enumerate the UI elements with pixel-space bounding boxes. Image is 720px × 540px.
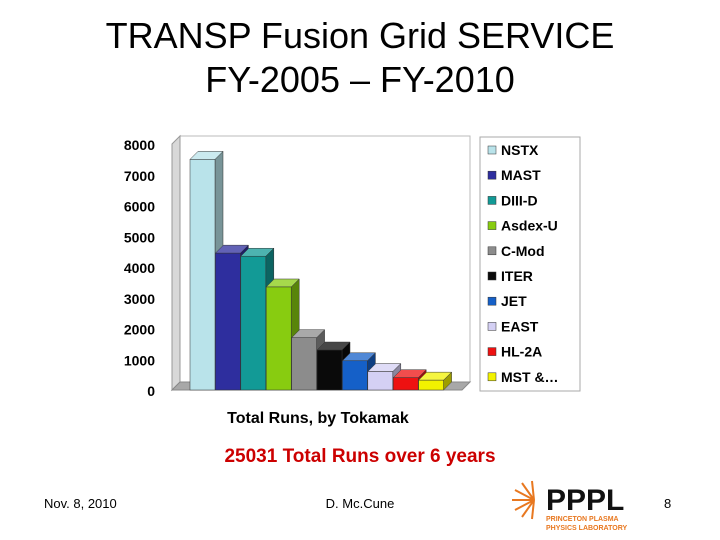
y-tick-label: 1000 [124,352,155,368]
legend-label: JET [501,293,527,309]
y-tick-label: 5000 [124,229,155,245]
footer-date: Nov. 8, 2010 [44,496,117,511]
bar-front [265,286,292,391]
legend-swatch [487,196,497,205]
bar-front [367,371,394,391]
bar [290,329,326,391]
legend-label: MAST [501,167,541,183]
bar-front [240,255,267,391]
legend-label: NSTX [501,142,539,158]
legend-swatch [487,170,497,180]
legend-item: MST &… [487,369,559,385]
legend-item: DIII-D [487,192,538,208]
legend-label: ITER [501,268,533,284]
y-tick-label: 3000 [124,291,155,307]
bar-front [316,349,343,391]
legend-label: HL-2A [501,344,542,360]
legend-swatch [487,246,497,256]
bar-front [291,337,317,391]
bar-front [342,360,368,391]
title-line-1: TRANSP Fusion Grid SERVICE [105,15,615,56]
legend-swatch [487,347,497,356]
legend-item: C-Mod [487,243,545,259]
slide-title: TRANSP Fusion Grid SERVICE FY-2005 – FY-… [0,14,720,102]
y-tick-label: 6000 [124,199,155,215]
legend-swatch [487,271,497,281]
legend-item: JET [487,293,527,309]
bars [189,150,453,391]
legend-label: Asdex-U [501,218,558,234]
logo-burst-icon [512,480,535,520]
legend-item: ITER [487,268,533,284]
x-axis-label: Total Runs, by Tokamak [227,410,409,427]
bar-front [418,379,444,391]
legend-label: MST &… [501,369,559,385]
legend-swatch [487,221,497,230]
legend-label: DIII-D [501,192,538,208]
legend: NSTX MAST DIII-D Asdex-U C-Mod ITER JET EAST HL-… [479,136,581,392]
legend-label: EAST [501,318,539,334]
y-tick-label: 7000 [124,168,155,184]
legend-item: NSTX [487,142,539,158]
bar [417,371,453,391]
legend-item: HL-2A [487,344,542,360]
plot-side-wall [171,134,181,392]
legend-item: EAST [487,318,539,334]
y-axis: 0 1000 2000 3000 4000 5000 6000 7000 8000 [124,137,155,399]
legend-label: C-Mod [501,243,545,259]
bar-front [392,377,419,391]
legend-item: Asdex-U [487,218,558,234]
bar-front [189,159,216,391]
logo-text: PPPL [546,484,624,517]
footer-author: D. Mc.Cune [325,496,395,511]
legend-box [479,136,581,392]
y-tick-label: 2000 [124,322,155,338]
legend-swatch [487,145,497,155]
summary-text: 25031 Total Runs over 6 years [224,446,496,467]
bar [341,352,377,391]
legend-swatch [487,322,497,331]
y-tick-label: 4000 [124,260,155,276]
pppl-logo: PPPL PRINCETON PLASMA PHYSICS LABORATORY [512,480,627,532]
y-tick-label: 8000 [124,137,155,153]
bar-front [215,252,241,391]
legend-item: MAST [487,167,541,183]
y-tick-label: 0 [147,383,155,399]
legend-swatch [487,372,497,382]
page-number: 8 [664,496,672,511]
title-line-2: FY-2005 – FY-2010 [205,59,515,100]
logo-subtext-2: PHYSICS LABORATORY [546,525,627,532]
legend-swatch [487,296,497,306]
logo-subtext-1: PRINCETON PLASMA [546,516,619,523]
